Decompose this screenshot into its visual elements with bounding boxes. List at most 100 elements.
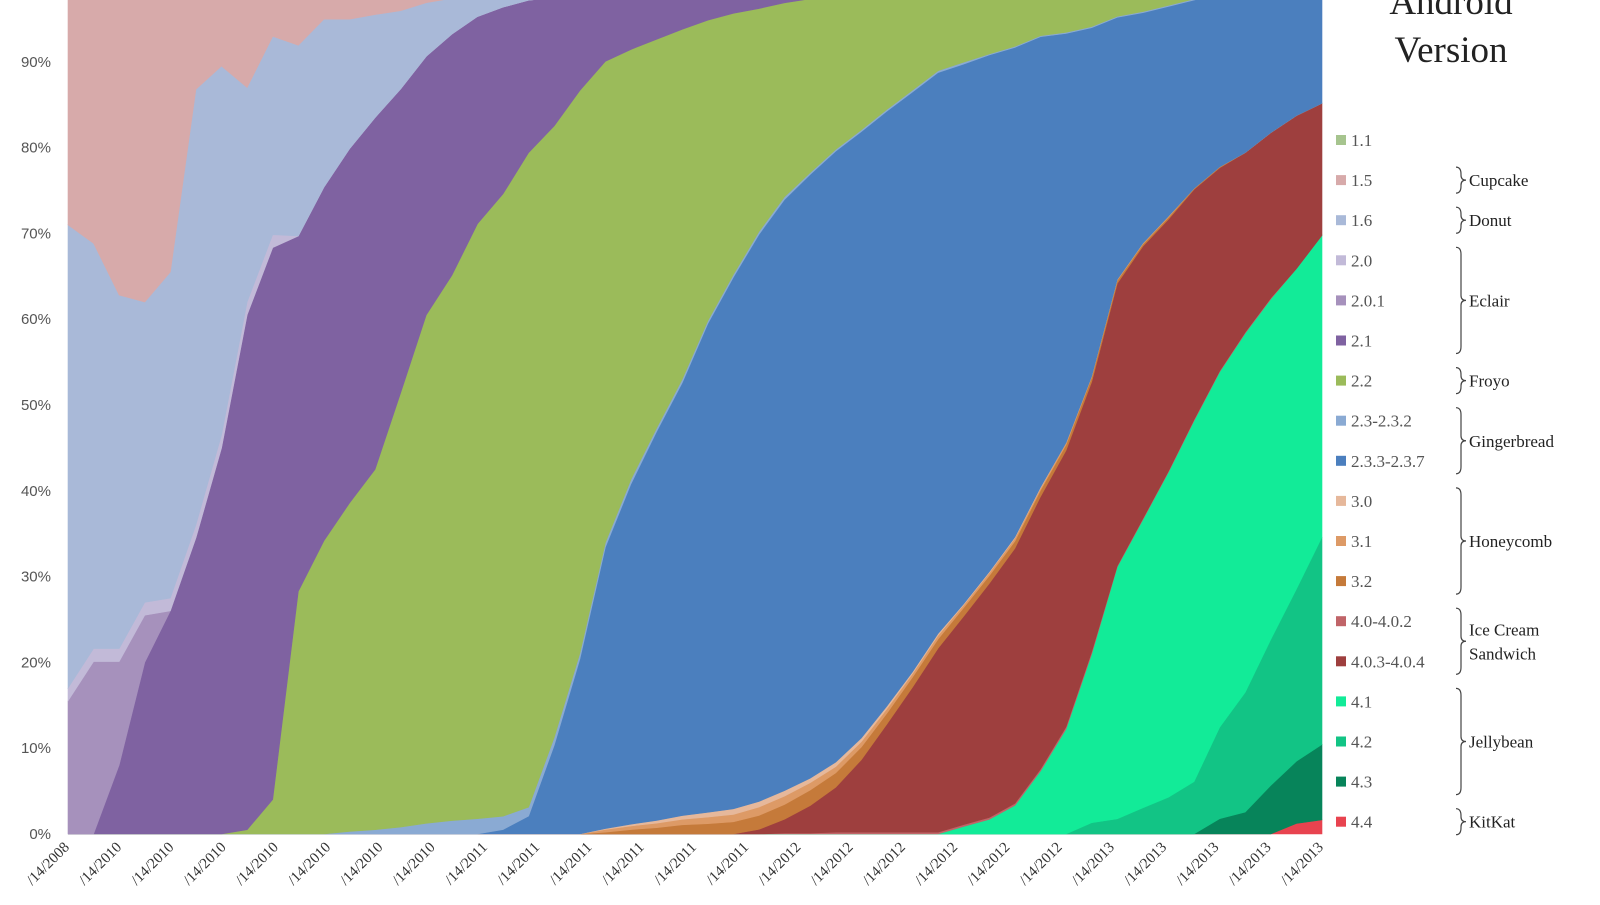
x-tick-label: /14/2012 [808,840,857,889]
x-tick-label: /14/2011 [651,840,700,889]
y-axis: 0% 10% 20% 30% 40% 50% 60% 70% 80% 90% [21,54,51,843]
legend-label-2.0.1: 2.0.1 [1351,291,1385,310]
legend-group-honeycomb: Honeycomb [1469,532,1552,551]
legend-label-4.1: 4.1 [1351,692,1372,711]
legend-label-3.2: 3.2 [1351,572,1372,591]
y-tick-label: 40% [21,483,51,500]
legend-label-3.0: 3.0 [1351,492,1372,511]
x-tick-label: /14/2010 [390,840,439,889]
legend-label-2.3.3-2.3.7: 2.3.3-2.3.7 [1351,452,1425,471]
legend-brace [1455,407,1467,475]
x-tick-label: /14/2010 [233,840,282,889]
y-tick-label: 20% [21,654,51,671]
x-tick-label: /14/2012 [1017,840,1066,889]
legend-swatch-4.4 [1336,816,1346,827]
legend-swatch-4.0.3-4.0.4 [1336,656,1346,667]
legend-group-gingerbread: Gingerbread [1469,432,1554,451]
legend-swatch-3.1 [1336,536,1346,546]
legend-swatch-4.3 [1336,776,1346,787]
legend-swatch-4.0-4.0.2 [1336,616,1346,627]
x-tick-label: /14/2012 [964,840,1013,889]
legend-swatch-4.2 [1336,736,1346,747]
x-tick-label: /14/2013 [1121,840,1170,889]
legend-label-2.3-2.3.2: 2.3-2.3.2 [1351,412,1412,431]
legend-brace [1455,206,1467,234]
area-series-1.6 [67,0,534,690]
legend-brace [1455,808,1467,836]
legend-label-4.4: 4.4 [1351,813,1373,832]
legend-group-ice-cream-sandwich: Ice Cream [1469,620,1539,639]
legend-label-4.2: 4.2 [1351,733,1372,752]
legend-swatch-3.2 [1336,576,1346,587]
legend-brace [1455,367,1467,395]
legend-swatch-2.3.3-2.3.7 [1336,455,1346,466]
legend-swatch-2.0.1 [1336,295,1346,306]
legend-label-1.5: 1.5 [1351,171,1372,190]
legend-group-cupcake: Cupcake [1469,171,1528,190]
x-tick-label: /14/2011 [599,840,648,889]
legend-label-2.0: 2.0 [1351,251,1372,270]
legend-group-donut: Donut [1469,211,1512,230]
x-tick-label: /14/2011 [703,840,752,889]
legend-swatch-2.0 [1336,255,1346,266]
legend-brace [1455,246,1467,355]
legend-label-4.0-4.0.2: 4.0-4.0.2 [1351,612,1412,631]
legend-brace [1455,607,1467,675]
legend-label-2.1: 2.1 [1351,332,1372,351]
x-tick-label: /14/2012 [860,840,909,889]
x-tick-label: /14/2011 [547,840,596,889]
y-tick-label: 90% [21,54,51,71]
legend: Android Version 1.1 1.5 1.6 2.0 2.0.1 2.1 2.2 2.3… [1336,0,1554,836]
legend-group-eclair: Eclair [1469,291,1510,310]
x-tick-label: /14/2010 [128,840,177,889]
x-tick-label: /14/2013 [1278,840,1327,889]
legend-brace [1455,166,1467,194]
legend-group-ice-cream-sandwich: Sandwich [1469,644,1537,663]
x-tick-label: /14/2010 [337,840,386,889]
legend-swatch-2.1 [1336,335,1346,346]
x-tick-label: /14/2012 [755,840,804,889]
x-axis: /14/2008/14/2010/14/2010/14/2010/14/2010… [24,840,1327,889]
y-tick-label: 10% [21,740,51,757]
x-tick-label: /14/2010 [285,840,334,889]
area-series-1.5 [67,0,445,303]
legend-label-2.2: 2.2 [1351,372,1372,391]
y-tick-label: 30% [21,569,51,586]
x-tick-label: /14/2010 [76,840,125,889]
legend-label-3.1: 3.1 [1351,532,1372,551]
legend-label-4.0.3-4.0.4: 4.0.3-4.0.4 [1351,652,1425,671]
legend-label-1.6: 1.6 [1351,211,1372,230]
legend-swatch-1.6 [1336,215,1346,226]
x-tick-label: /14/2012 [912,840,961,889]
legend-group-kitkat: KitKat [1469,813,1516,832]
legend-swatch-2.3-2.3.2 [1336,415,1346,426]
legend-swatch-1.5 [1336,175,1346,186]
legend-swatch-4.1 [1336,696,1346,707]
legend-brace [1455,487,1467,595]
legend-swatch-2.2 [1336,375,1346,386]
legend-swatch-1.1 [1336,135,1346,145]
y-tick-label: 0% [29,826,51,843]
y-tick-label: 70% [21,225,51,242]
x-tick-label: /14/2011 [442,840,491,889]
y-tick-label: 50% [21,397,51,414]
x-tick-label: /14/2008 [24,840,73,889]
legend-brace [1455,687,1467,796]
legend-title-line-2: Version [1394,30,1507,71]
x-tick-label: /14/2013 [1069,840,1118,889]
legend-group-jellybean: Jellybean [1469,733,1534,752]
legend-label-1.1: 1.1 [1351,131,1372,150]
legend-title-line-1: Android [1389,0,1513,23]
stacked-areas [67,0,1323,835]
legend-swatch-3.0 [1336,495,1346,506]
x-tick-label: /14/2013 [1226,840,1275,889]
x-tick-label: /14/2011 [494,840,543,889]
y-tick-label: 80% [21,140,51,157]
x-tick-label: /14/2013 [1173,840,1222,889]
legend-label-4.3: 4.3 [1351,773,1372,792]
x-tick-label: /14/2010 [181,840,230,889]
y-tick-label: 60% [21,311,51,328]
legend-group-froyo: Froyo [1469,372,1510,391]
